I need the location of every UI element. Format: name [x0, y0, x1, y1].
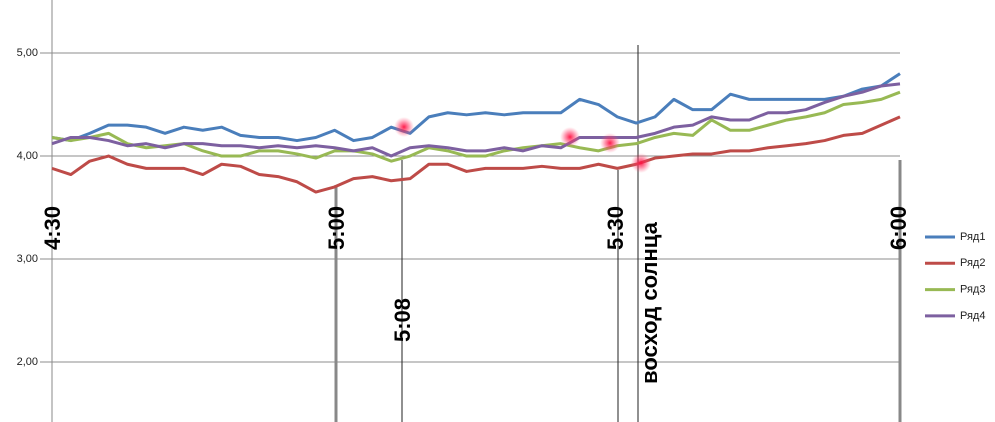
highlight	[600, 133, 620, 153]
annotation-label: 5:08	[390, 298, 415, 342]
y-tick-label: 2,00	[17, 356, 38, 368]
annotation-label: 5:30	[603, 206, 628, 250]
highlight	[394, 117, 414, 137]
annotation-label: 4:30	[40, 206, 65, 250]
y-tick-label: 5,00	[17, 47, 38, 59]
legend-label: Ряд4	[960, 310, 985, 322]
series-line	[51, 90, 901, 163]
y-tick-label: 4,00	[17, 150, 38, 162]
annotation-label: 6:00	[886, 206, 911, 250]
series-line	[51, 72, 901, 143]
annotation-label: 5:00	[324, 206, 349, 250]
legend-label: Ряд3	[960, 284, 985, 296]
legend-label: Ряд1	[960, 231, 985, 243]
highlight	[631, 153, 651, 173]
annotation-label: восход солнца	[637, 221, 662, 383]
highlight	[560, 127, 580, 147]
y-tick-label: 3,00	[17, 253, 38, 265]
series-line	[51, 115, 901, 194]
highlights	[394, 117, 651, 173]
series-line	[51, 82, 901, 158]
legend-label: Ряд2	[960, 257, 985, 269]
